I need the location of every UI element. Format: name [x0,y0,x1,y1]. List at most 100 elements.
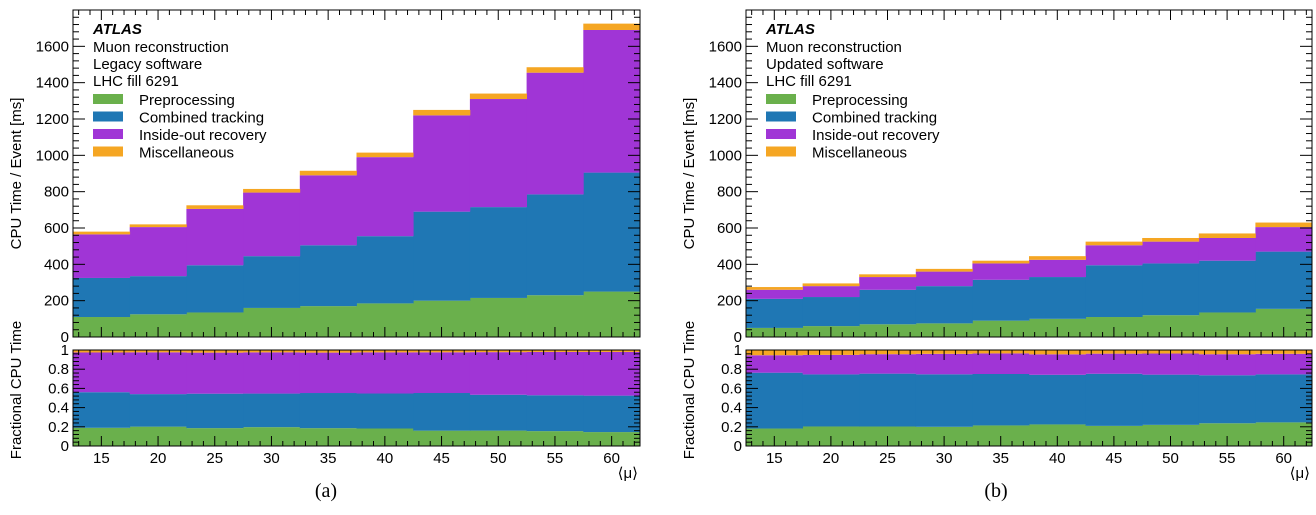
main-frame [72,9,641,338]
x-tick-label: 40 [377,450,394,467]
bar-segment [746,287,803,290]
bar-segment [73,231,131,235]
x-tick-label: 50 [490,450,507,467]
x-tick-label: 45 [1106,450,1123,467]
ratio-segment [972,425,1030,446]
ratio-y-tick-label: 0.6 [721,380,742,397]
bar-segment [1198,233,1256,238]
ratio-series-combined-tracking [73,392,641,433]
bar-segment [1085,241,1143,246]
y-tick-label: 800 [44,184,69,201]
x-tick-label: 15 [766,450,783,467]
series-miscellaneous [73,23,641,235]
ratio-segment [1198,354,1256,376]
bar-segment [243,192,301,257]
series-combined-tracking [746,251,1313,328]
y-tick-label: 1400 [36,75,69,92]
ratio-y-tick-label: 0 [61,438,69,455]
series-inside-out-recovery [73,29,641,278]
info-line: Updated software [766,56,884,73]
bar-segment [1029,259,1086,278]
bar-segment [1255,227,1313,252]
x-tick-label: 35 [320,450,337,467]
x-tick-label: 60 [1275,450,1292,467]
y-ticks [746,9,1312,338]
ratio-segment [1085,373,1143,426]
ratio-y-tick-label: 0.8 [721,361,742,378]
bar-segment [1029,277,1086,319]
ratio-segment [356,393,414,429]
x-tick-label: 20 [823,450,840,467]
bar-segment [526,72,584,195]
y-tick-label: 1600 [709,38,742,55]
ratio-y-tick-label: 0.2 [48,419,69,436]
series-miscellaneous [746,222,1313,290]
ratio-segment [1255,353,1313,375]
ratio-segment [1198,375,1256,424]
y-tick-label: 1400 [709,75,742,92]
info-line: Muon reconstruction [93,39,229,56]
bar-segment [356,157,414,237]
x-tick-label: 45 [433,450,450,467]
bar-segment [583,23,641,30]
ratio-y-tick-label: 0.6 [48,380,69,397]
bar-segment [1255,251,1313,309]
ratio-segment [1255,422,1313,446]
ratio-y-tick-label: 1 [61,342,69,359]
panel-caption: (a) [315,480,337,502]
bar-segment [129,224,187,228]
ratio-segment [1142,424,1200,446]
ratio-y-tick-label: 0.8 [48,361,69,378]
legend-entry: Miscellaneous [139,145,234,162]
y-axis-title: CPU Time / Event [ms] [8,98,25,250]
ratio-segment [1142,353,1200,375]
legend-swatch [766,94,796,104]
ratio-segment [413,393,471,431]
legend-entry: Inside-out recovery [139,127,267,144]
x-axis-title: ⟨μ⟩ [618,465,638,482]
y-tick-label: 600 [717,220,742,237]
bar-segment [1085,245,1143,266]
x-tick-label: 55 [547,450,564,467]
series-inside-out-recovery [746,227,1313,299]
bar-segment [73,234,131,278]
y-axis-title: CPU Time / Event [ms] [681,98,698,250]
bar-segment [356,152,414,158]
bar-segment [583,29,641,173]
ratio-segment [915,353,973,375]
bar-segment [915,268,973,272]
ratio-y-ticks [73,349,640,447]
bar-segment [129,314,187,337]
bar-segment [802,283,860,287]
x-tick-label: 30 [936,450,953,467]
bar-segment [526,67,584,73]
legend-swatch [93,146,123,157]
ratio-segment [583,395,641,433]
ratio-y-tick-label: 1 [734,342,742,359]
bar-segment [859,274,917,278]
y-tick-label: 400 [44,256,69,273]
ratio-frame [72,349,641,447]
bar-segment [1142,263,1200,316]
ratio-segment [1029,354,1086,375]
legend-entry: Combined tracking [139,110,264,127]
ratio-y-axis-title: Fractional CPU Time [681,321,698,459]
ratio-plot [746,350,1313,446]
legend-swatch [766,129,796,139]
bar-segment [469,93,527,100]
experiment-label: ATLAS [765,21,815,38]
bar-segment [1255,222,1313,228]
legend-swatch [766,111,796,122]
ratio-segment [1142,374,1200,425]
x-tick-label: 25 [879,450,896,467]
ratio-segment [469,394,527,431]
y-tick-label: 1000 [709,147,742,164]
ratio-y-axis-title: Fractional CPU Time [8,321,25,459]
bar-segment [1142,315,1200,337]
x-tick-label: 25 [206,450,223,467]
bar-segment [129,227,187,277]
ratio-segment [73,392,131,428]
ratio-segment [859,354,917,374]
info-line: Legacy software [93,56,202,73]
